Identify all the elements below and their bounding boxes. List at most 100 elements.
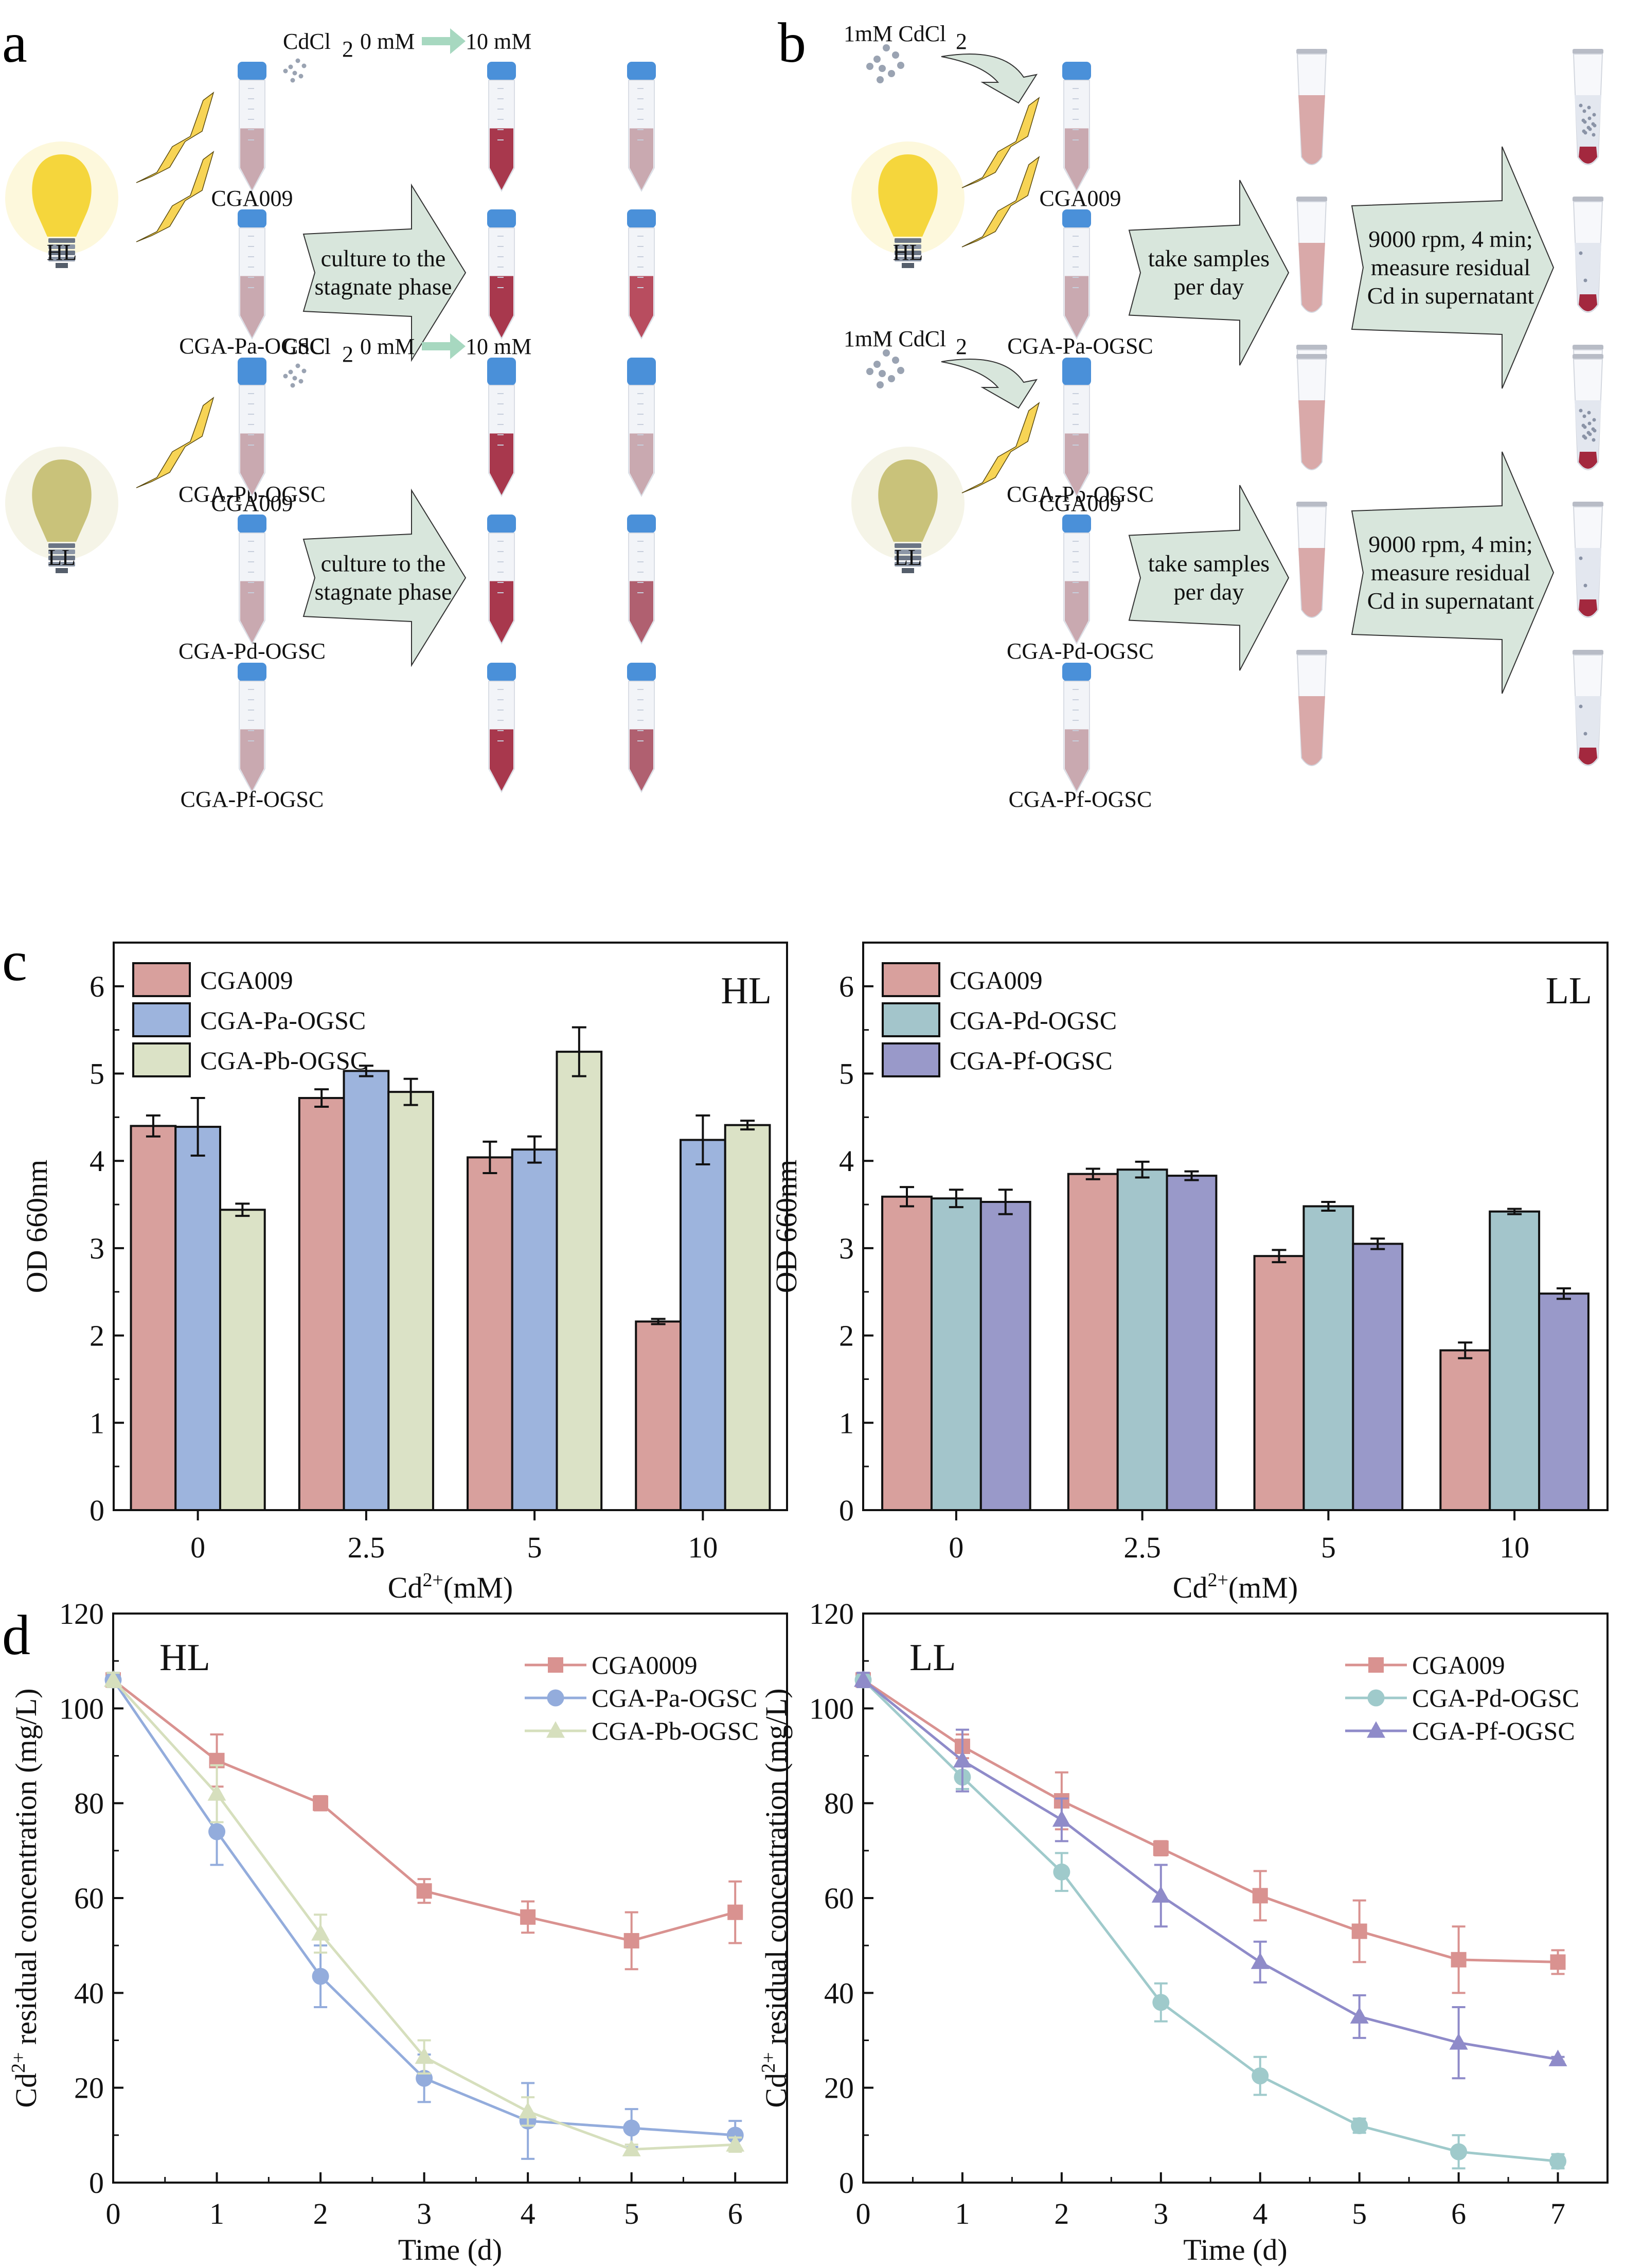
data-point-triangle <box>1052 1810 1071 1827</box>
light-condition-label: HL <box>47 240 77 265</box>
bar-cga-pd-ogsc <box>1116 1168 1168 1511</box>
x-tick-label: 3 <box>1153 2197 1168 2230</box>
bar-cga009 <box>298 1097 345 1511</box>
powder-dot <box>301 368 307 374</box>
legend-label: CGA-Pd-OGSC <box>1412 1684 1579 1712</box>
tube-cap <box>238 209 266 228</box>
legend-label: CGA-Pf-OGSC <box>1412 1716 1575 1745</box>
strain-label: CGA009 <box>211 491 293 516</box>
centrifuge-arrow-text-line: Cd in supernatant <box>1367 588 1534 614</box>
tube-cap <box>238 515 266 533</box>
tube-rim <box>1573 197 1603 202</box>
cdcl2-subscript: 2 <box>342 342 353 367</box>
y-tick-label: 0 <box>89 2166 104 2200</box>
centrifuge-arrow-text-line: 9000 rpm, 4 min; <box>1368 531 1532 557</box>
powder-dot <box>879 65 886 72</box>
powder-dot <box>288 64 293 69</box>
tube-culture <box>240 128 264 190</box>
strain-label: CGA-Pf-OGSC <box>181 787 324 812</box>
y-tick-label: 60 <box>824 1882 854 1915</box>
y-tick-label: 20 <box>74 2071 104 2105</box>
x-axis-title: Time (d) <box>398 2233 503 2266</box>
data-point-triangle <box>415 2047 434 2064</box>
bar-cga-pa-ogsc <box>174 1126 221 1511</box>
x-tick-label: 2 <box>1054 2197 1069 2230</box>
data-point-triangle <box>207 1784 226 1801</box>
sample-tube-icon <box>1296 197 1327 313</box>
bar-cga-pd-ogsc <box>930 1197 982 1511</box>
sample-tube-icon <box>1296 502 1327 618</box>
x-tick-label: 2 <box>313 2197 328 2230</box>
culture-arrow-text-line: culture to the <box>321 245 446 272</box>
chart-corner-label: HL <box>159 1637 210 1679</box>
cdcl2-powder-icon <box>866 349 904 388</box>
culture-tube-10mM-icon <box>627 367 656 498</box>
cdcl2-subscript: 2 <box>956 29 967 54</box>
data-point-triangle <box>311 1924 330 1941</box>
tube-culture <box>240 433 264 495</box>
x-axis-title: Cd2+(mM) <box>388 1569 513 1604</box>
y-axis-title: OD 660nm <box>20 1160 53 1293</box>
culture-tube-0mM-icon <box>487 515 516 645</box>
powder-dot <box>897 367 904 374</box>
x-tick-label: 10 <box>688 1531 718 1564</box>
tube-pellet <box>1579 748 1597 765</box>
panel-label-d: d <box>2 1604 30 1667</box>
y-tick-label: 1 <box>839 1406 854 1440</box>
series-line-cga-pf-ogsc <box>862 1679 1558 2061</box>
powder-dot <box>873 361 881 368</box>
legend-label: CGA009 <box>1412 1651 1505 1679</box>
cd-particle <box>1579 251 1583 255</box>
tube-rim <box>1573 354 1603 359</box>
sampling-arrow <box>1128 180 1290 366</box>
tube-culture <box>1065 729 1088 791</box>
cd-particle <box>1579 409 1583 413</box>
y-tick-label: 0 <box>90 1494 104 1527</box>
cdcl2-subscript: 2 <box>342 37 353 62</box>
tube-cap <box>238 62 266 80</box>
sampling-arrow-text-line: take samples <box>1148 245 1270 272</box>
x-axis-title-part: Cd <box>1173 1571 1208 1604</box>
culture-arrow-text-line: culture to the <box>321 551 446 577</box>
bulb-tip <box>902 263 914 268</box>
tube-cap <box>487 62 516 80</box>
bar-cga009 <box>881 1195 933 1512</box>
powder-dot <box>888 70 895 77</box>
tube-culture <box>630 581 653 643</box>
powder-dot <box>301 63 307 68</box>
high-light-bulb-icon <box>5 141 118 268</box>
culture-tube-10mM-icon <box>627 209 656 340</box>
cd-particle <box>1592 418 1596 422</box>
x-tick-label: 6 <box>728 2197 743 2230</box>
legend-swatch <box>132 1042 191 1077</box>
cdcl2-label: CdCl <box>283 334 331 359</box>
centrifuged-tube-icon <box>1573 197 1603 313</box>
data-point-square <box>416 1883 432 1899</box>
powder-dot <box>883 349 890 357</box>
bar-cga009 <box>1439 1349 1491 1512</box>
high-light-bulb-icon <box>851 141 965 268</box>
bulb-glass <box>32 154 92 237</box>
concentration-arrow-icon <box>422 28 466 54</box>
tube-pellet <box>1579 147 1597 164</box>
strain-tube-icon <box>238 515 266 645</box>
legend-marker-circle <box>1367 1689 1385 1707</box>
tube-cap <box>627 62 656 80</box>
powder-dot <box>892 51 899 59</box>
data-point-triangle <box>104 1670 122 1687</box>
lightning-icon <box>136 151 215 242</box>
strain-label: CGA009 <box>211 186 293 211</box>
tube-cap <box>627 663 656 681</box>
tube-pellet <box>1579 452 1597 469</box>
sampling-arrow-text-line: per day <box>1174 274 1244 300</box>
culture-tube-0mM-icon <box>487 663 516 793</box>
chart-corner-label: LL <box>1546 970 1592 1012</box>
tube-cap <box>238 367 266 385</box>
bulb-tip <box>902 568 914 573</box>
cd-particle <box>1582 109 1586 113</box>
cd-particle <box>1581 423 1585 428</box>
data-point-circle <box>208 1823 226 1840</box>
y-tick-label: 20 <box>824 2071 854 2105</box>
